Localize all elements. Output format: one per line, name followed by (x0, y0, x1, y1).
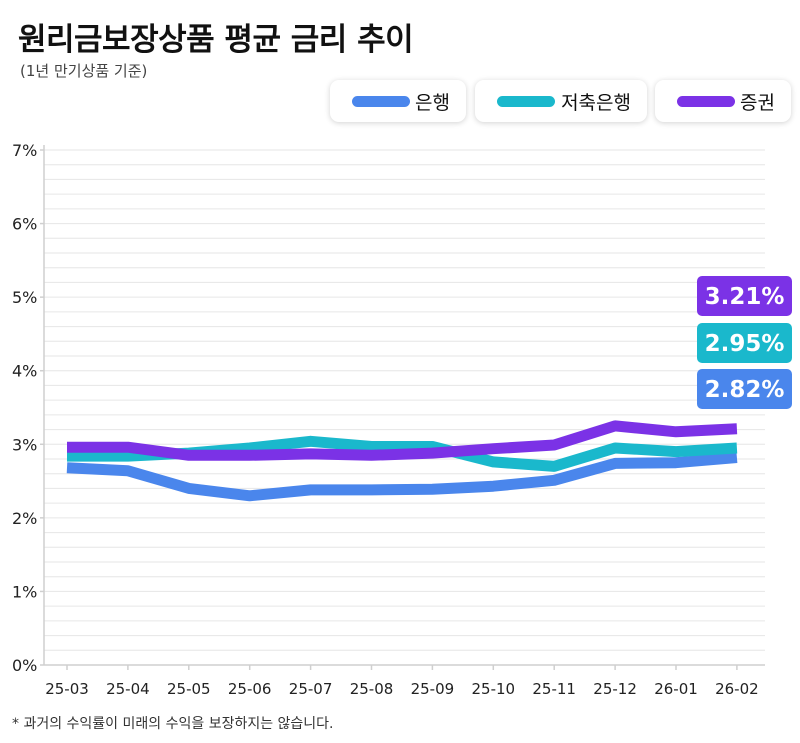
legend-swatch-securities (677, 95, 735, 107)
y-tick-label: 5% (12, 288, 37, 307)
x-tick-label: 25-08 (350, 680, 394, 698)
y-tick-label: 1% (12, 582, 37, 601)
x-tick-label: 25-03 (45, 680, 89, 698)
legend-swatch-savings (497, 95, 555, 107)
legend-label-securities: 증권 (740, 91, 775, 114)
x-tick-label: 25-09 (411, 680, 455, 698)
end-value-badge-savings (697, 323, 792, 363)
legend-label-savings: 저축은행 (561, 91, 631, 114)
legend-swatch-bank (352, 95, 410, 107)
footnote: * 과거의 수익률이 미래의 수익을 보장하지는 않습니다. (12, 716, 334, 732)
page-subtitle: (1년 만기상품 기준) (20, 62, 148, 80)
x-tick-label: 25-10 (472, 680, 516, 698)
x-tick-label: 25-06 (228, 680, 272, 698)
y-tick-label: 4% (12, 362, 37, 381)
legend-item-savings[interactable]: 저축은행 (475, 80, 647, 122)
page-title: 원리금보장상품 평균 금리 추이 (18, 22, 414, 58)
x-tick-label: 25-12 (593, 680, 637, 698)
y-tick-label: 0% (12, 656, 37, 675)
end-value-label-savings: 2.95% (705, 331, 785, 357)
end-value-badge-bank (697, 369, 792, 409)
y-tick-label: 2% (12, 509, 37, 528)
y-tick-label: 7% (12, 141, 37, 160)
end-value-label-securities: 3.21% (705, 284, 785, 310)
x-tick-label: 26-02 (715, 680, 759, 698)
x-tick-label: 25-11 (532, 680, 576, 698)
line-chart: 0% 1% 2% 3% 4% 5% 6% 7% 25-03 25-04 25-05 25-06 25-0… (12, 141, 792, 698)
x-tick-label: 26-01 (654, 680, 698, 698)
x-tick-label: 25-05 (167, 680, 211, 698)
end-value-badge-securities (697, 276, 792, 316)
y-tick-label: 3% (12, 435, 37, 454)
x-tick-label: 25-04 (106, 680, 150, 698)
end-value-label-bank: 2.82% (705, 377, 785, 403)
series-line-bank (66, 452, 738, 502)
series-line-securities (67, 420, 738, 461)
legend-label-bank: 은행 (415, 91, 450, 114)
y-tick-label: 6% (12, 215, 37, 234)
legend-item-bank[interactable]: 은행 (330, 80, 466, 122)
legend-item-securities[interactable]: 증권 (655, 80, 791, 122)
x-tick-label: 25-07 (289, 680, 333, 698)
